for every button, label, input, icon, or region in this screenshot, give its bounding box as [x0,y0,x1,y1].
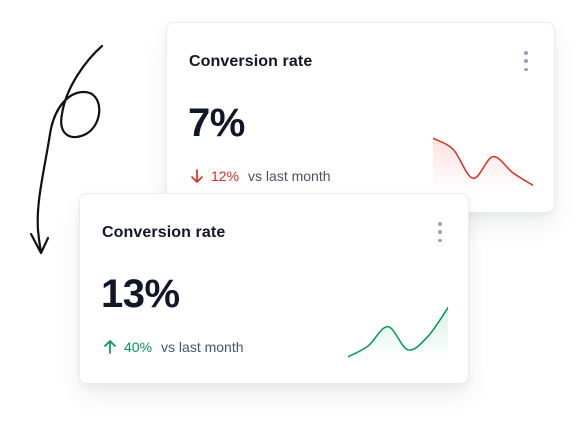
more-options-button[interactable] [522,51,530,71]
arrow-down-icon [191,169,203,183]
change-indicator: 12% vs last month [189,168,331,184]
sparkline-line [433,137,533,187]
more-vertical-icon-dot [524,67,528,71]
change-indicator: 40% vs last month [102,339,244,355]
trend-sparkline [348,306,448,362]
metric-value: 7% [188,101,245,145]
arrow-up-icon [104,340,116,354]
trend-sparkline [433,137,533,191]
conversion-rate-card-back: Conversion rate 7% 12% vs last month [166,22,555,213]
more-vertical-icon-dot [438,230,442,234]
conversion-rate-card-front: Conversion rate 13% 40% vs last month [79,193,469,384]
more-vertical-icon-dot [524,59,528,63]
more-options-button[interactable] [436,222,444,242]
change-percent: 40% [124,339,153,355]
change-percent: 12% [211,168,240,184]
change-comparison-label: vs last month [248,168,331,184]
metric-value: 13% [101,272,180,316]
more-vertical-icon-dot [438,238,442,242]
card-title: Conversion rate [102,224,226,241]
more-vertical-icon [438,222,442,226]
card-title: Conversion rate [189,53,313,70]
sparkline-line [348,306,448,358]
hand-drawn-arrow-icon [29,44,104,255]
more-vertical-icon [524,51,528,55]
sparkline-area [348,307,448,362]
change-comparison-label: vs last month [161,339,244,355]
sparkline-area [433,138,533,191]
